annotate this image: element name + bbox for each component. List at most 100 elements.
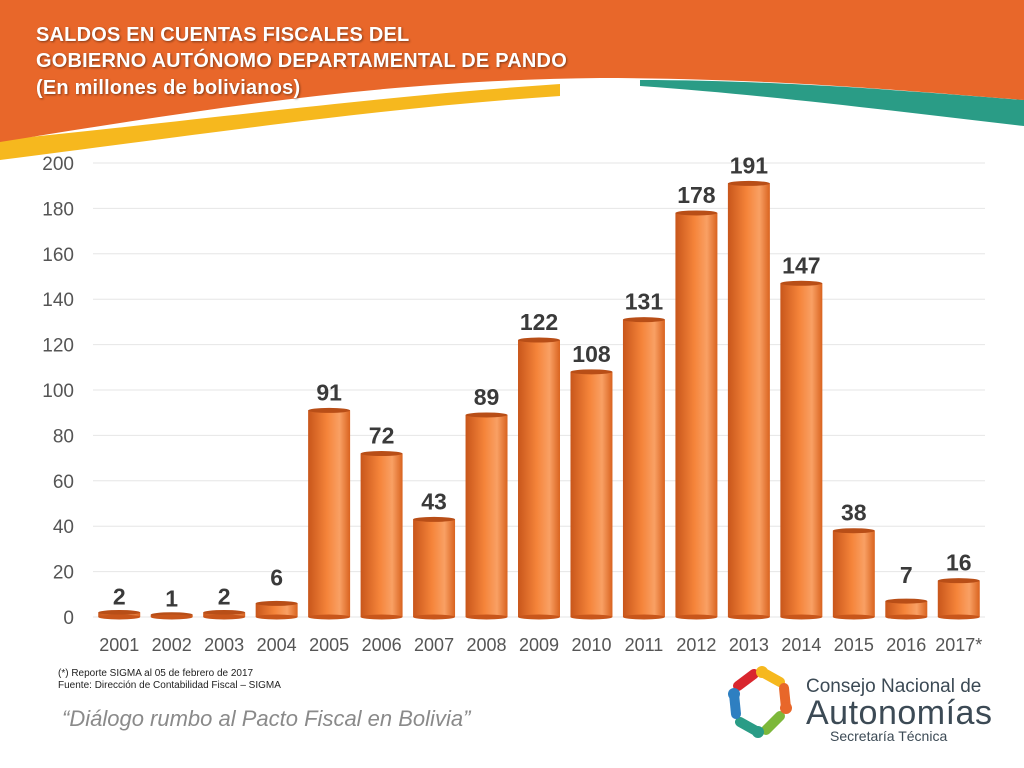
bar-cap xyxy=(675,210,718,216)
bar xyxy=(413,516,456,620)
x-tick-label: 2005 xyxy=(309,635,349,655)
bar-cap xyxy=(465,412,508,418)
data-label: 16 xyxy=(946,550,972,576)
x-tick-label: 2001 xyxy=(99,635,139,655)
bar xyxy=(727,180,770,620)
y-tick-label: 160 xyxy=(42,245,74,266)
data-label: 38 xyxy=(841,500,867,526)
data-label: 72 xyxy=(369,423,395,449)
bar-base xyxy=(727,614,770,620)
y-tick-label: 40 xyxy=(53,517,74,538)
data-label: 2 xyxy=(218,583,231,609)
x-tick-label: 2013 xyxy=(729,635,769,655)
y-tick-label: 180 xyxy=(42,199,74,220)
x-tick-label: 2011 xyxy=(625,635,664,655)
bar-body xyxy=(937,580,980,617)
x-tick-label: 2009 xyxy=(519,635,559,655)
bar-base xyxy=(937,614,980,620)
bar xyxy=(150,612,193,620)
bar xyxy=(937,578,980,620)
x-tick-label: 2004 xyxy=(257,635,297,655)
data-label: 7 xyxy=(900,562,913,588)
y-tick-label: 100 xyxy=(42,381,74,402)
bar-base xyxy=(308,614,351,620)
y-tick-label: 20 xyxy=(53,563,74,584)
bar-cap xyxy=(255,600,298,606)
x-tick-label: 2006 xyxy=(362,635,402,655)
bar xyxy=(570,369,613,620)
bar-body xyxy=(465,414,508,617)
bar-body xyxy=(780,283,823,617)
bar-body xyxy=(727,183,770,617)
data-label: 178 xyxy=(677,182,716,208)
bar-base xyxy=(780,614,823,620)
bar-body xyxy=(413,519,456,617)
header-teal-wave xyxy=(640,80,1024,126)
x-tick-label: 2002 xyxy=(152,635,192,655)
bar-base xyxy=(203,614,246,620)
bar-cap xyxy=(98,609,141,615)
header-banner xyxy=(0,0,1024,160)
data-labels: 2 1 2 6 91 72 43 89 122 108 131 178 191 147 38 7 16 xyxy=(113,152,972,611)
y-tick-label: 140 xyxy=(42,290,74,311)
bar-base xyxy=(885,614,928,620)
bar-cap xyxy=(518,337,560,343)
x-tick-label: 2016 xyxy=(886,635,926,655)
bar-base xyxy=(98,614,141,620)
bar-body xyxy=(360,453,403,617)
bar xyxy=(622,317,665,620)
logo-line-3: Secretaría Técnica xyxy=(830,728,948,744)
bar-cap xyxy=(308,407,351,413)
data-label: 122 xyxy=(520,309,558,335)
bar-base xyxy=(413,614,456,620)
data-label: 43 xyxy=(421,488,447,514)
bar-base xyxy=(255,614,298,620)
header-yellow-stripe xyxy=(0,84,560,160)
data-label: 131 xyxy=(625,289,664,315)
data-label: 108 xyxy=(572,341,611,367)
y-tick-label: 120 xyxy=(42,336,74,357)
bar xyxy=(832,528,875,620)
logo-line-1: Consejo Nacional de xyxy=(806,676,982,697)
bar-base xyxy=(518,614,560,620)
x-axis-ticks: 2001 2002 2003 2004 2005 2006 2007 2008 2009 2010… xyxy=(99,635,982,655)
bar-cap xyxy=(413,516,456,522)
data-label: 91 xyxy=(316,379,342,405)
bar xyxy=(203,609,246,620)
data-label: 191 xyxy=(730,152,769,178)
data-label: 6 xyxy=(270,564,283,590)
bar-cap xyxy=(832,528,875,534)
logo: Consejo Nacional de Autonomías Secretarí… xyxy=(722,660,992,750)
y-tick-label: 200 xyxy=(42,154,74,175)
bar-chart: 0 20 40 60 80 100 120 140 160 180 200 2 1 2 6 91 72 43 89… xyxy=(42,152,985,655)
bar xyxy=(360,451,403,620)
bar-body xyxy=(832,530,875,617)
x-tick-label: 2010 xyxy=(571,635,611,655)
bar-body xyxy=(675,212,718,617)
x-tick-label: 2017* xyxy=(935,635,982,655)
hands-circle-icon xyxy=(728,666,792,738)
bar-body xyxy=(570,371,613,617)
bar xyxy=(675,210,718,620)
title-line-2: GOBIERNO AUTÓNOMO DEPARTAMENTAL DE PANDO xyxy=(36,50,567,72)
x-tick-label: 2008 xyxy=(467,635,507,655)
data-label: 1 xyxy=(165,586,178,612)
bar xyxy=(308,407,351,620)
title-line-3: (En millones de bolivianos) xyxy=(36,77,301,99)
x-tick-label: 2012 xyxy=(676,635,716,655)
bar-cap xyxy=(727,180,770,186)
bar-base xyxy=(570,614,613,620)
x-tick-label: 2014 xyxy=(781,635,821,655)
bar-cap xyxy=(885,598,928,604)
bar-body xyxy=(308,410,351,617)
header-orange-band xyxy=(0,0,1024,142)
bar-base xyxy=(675,614,718,620)
bar xyxy=(518,337,560,620)
bar-cap xyxy=(203,609,246,615)
bar xyxy=(465,412,508,620)
y-tick-label: 0 xyxy=(63,608,74,629)
bar-base xyxy=(622,614,665,620)
data-label: 147 xyxy=(782,252,820,278)
bar xyxy=(885,598,928,620)
bar-cap xyxy=(570,369,613,375)
